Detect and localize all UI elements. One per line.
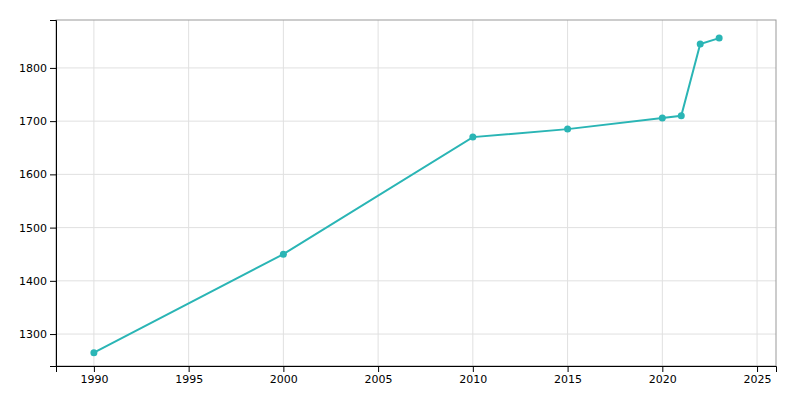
tick-label: 1700 [19,115,47,128]
tick-label: 1500 [19,222,47,235]
grid-line-y [56,67,776,68]
tick: 2020 [649,366,677,386]
plot-frame [56,20,776,366]
tick-label: 2020 [649,373,677,386]
grid-line-x [188,20,189,366]
tick: 2010 [459,366,487,386]
plot: 1990 1995 2000 2005 2010 2015 2020 2025 1300 1400… [19,20,777,386]
grid-line-y [56,280,776,281]
grid-line-x [757,20,758,366]
grid-line-x [378,20,379,366]
tick-label: 1800 [19,62,47,75]
tick: 1400 [19,275,56,288]
tick: 1500 [19,222,56,235]
tick-mark [189,366,190,372]
tick-label: 2005 [365,373,393,386]
point [280,251,287,258]
tick-mark [50,281,56,282]
tick-label: 1600 [19,168,47,181]
tick-label: 1995 [175,373,203,386]
axis-line [57,367,777,373]
tick-mark [50,68,56,69]
marks [90,35,722,357]
tick: 1800 [19,62,56,75]
y-axis: 1300 1400 1500 1600 1700 1800 [19,21,57,367]
tick: 1300 [19,328,56,341]
grid-line-x [472,20,473,366]
tick: 2015 [554,366,582,386]
tick-label: 1400 [19,275,47,288]
axis-line [50,21,57,367]
tick-mark [662,366,663,372]
tick-mark [568,366,569,372]
tick: 1990 [80,366,108,386]
tick-mark [50,334,56,335]
tick: 1600 [19,168,56,181]
tick-mark [94,366,95,372]
point [90,349,97,356]
tick-label: 2000 [270,373,298,386]
grid-line-x [93,20,94,366]
tick-mark [50,174,56,175]
chart: 1990 1995 2000 2005 2010 2015 2020 2025 1300 1400… [0,0,800,400]
tick-mark [50,121,56,122]
grid-line-y [56,227,776,228]
tick: 2005 [365,366,393,386]
grid-line-y [56,121,776,122]
line [94,38,719,353]
tick-mark [473,366,474,372]
tick-label: 2025 [744,373,772,386]
tick-label: 2015 [554,373,582,386]
point [716,35,723,42]
tick-mark [378,366,379,372]
point [678,112,685,119]
tick: 1700 [19,115,56,128]
point [469,134,476,141]
grid [56,20,776,366]
tick-label: 2010 [459,373,487,386]
tick-mark [757,366,758,372]
grid-line-y [56,174,776,175]
point [564,126,571,133]
grid-line-y [56,334,776,335]
tick: 1995 [175,366,203,386]
grid-line-x [283,20,284,366]
grid-line-x [567,20,568,366]
x-axis: 1990 1995 2000 2005 2010 2015 2020 2025 [57,366,777,386]
tick-mark [50,228,56,229]
tick: 2000 [270,366,298,386]
tick-mark [283,366,284,372]
tick: 2025 [744,366,772,386]
tick-label: 1990 [80,373,108,386]
tick-label: 1300 [19,328,47,341]
point [697,40,704,47]
point [659,114,666,121]
grid-line-x [662,20,663,366]
